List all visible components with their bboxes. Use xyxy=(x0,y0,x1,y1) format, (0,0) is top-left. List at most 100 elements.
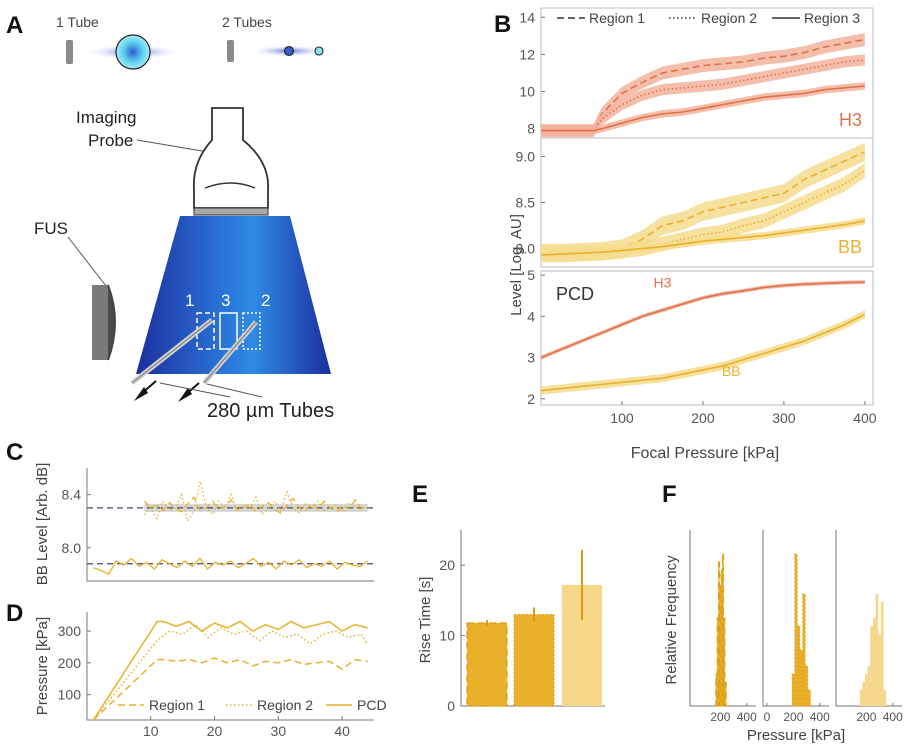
histogram-bar xyxy=(867,666,871,706)
bar xyxy=(513,613,555,707)
b-y-axis-label: Level [Log. AU] xyxy=(508,214,525,316)
panel-c: C BB Level [Arb. dB] 8.0 8.4 xyxy=(6,439,374,585)
series-line xyxy=(540,313,866,392)
series-band xyxy=(541,280,865,360)
series-line xyxy=(541,59,865,132)
probe-label-line2: Probe xyxy=(88,131,133,150)
x-tick-label: 200 xyxy=(783,710,803,724)
panel-label-a: A xyxy=(6,12,23,39)
histogram-bar xyxy=(859,690,863,706)
e-y-axis-label: Rise Time [s] xyxy=(417,577,434,664)
y-tick-label: 4 xyxy=(527,308,535,324)
x-tick-label: 30 xyxy=(271,723,287,739)
x-tick-label: 10 xyxy=(143,723,159,739)
x-tick-label: 200 xyxy=(691,410,715,426)
series-line xyxy=(540,220,866,256)
f-y-axis-label: Relative Frequency xyxy=(663,555,680,685)
legend-entry: Region 1 xyxy=(589,10,645,26)
histogram-bar xyxy=(865,674,868,706)
x-tick-label: 400 xyxy=(853,410,877,426)
histogram-bar xyxy=(870,626,873,706)
imaging-field xyxy=(136,216,331,374)
legend-entry: Region 2 xyxy=(701,10,757,26)
series-band xyxy=(541,54,865,137)
x-tick-label: 0 xyxy=(764,710,771,724)
f0-axes xyxy=(689,530,756,707)
legend-entry: PCD xyxy=(357,697,387,713)
series-line xyxy=(92,623,369,721)
histogram-bar xyxy=(804,665,809,707)
series-panel-label: H3 xyxy=(839,110,862,130)
tubes-label: 280 µm Tubes xyxy=(207,400,334,422)
tube1-label: 1 Tube xyxy=(56,14,99,30)
b-x-axis-label: Focal Pressure [kPa] xyxy=(631,445,780,462)
chart-e: Rise Time [s] 0 10 20 xyxy=(417,530,605,714)
y-tick-label: 200 xyxy=(58,655,82,671)
series-label-h3: H3 xyxy=(654,274,672,290)
histogram-bar xyxy=(872,618,876,706)
legend-entry: Region 2 xyxy=(257,697,313,713)
histogram-bar xyxy=(796,625,801,707)
y-tick-label: 100 xyxy=(58,687,82,703)
y-tick-label: 0 xyxy=(447,698,455,714)
histogram-bar xyxy=(717,561,721,707)
x-tick-label: 300 xyxy=(772,410,796,426)
y-tick-label: 10 xyxy=(519,84,535,100)
panel-d: D Pressure [kPa] 100 200 300 10 20 30 40 Region … xyxy=(6,600,387,739)
x-tick-label: 400 xyxy=(810,710,830,724)
reference-band xyxy=(144,503,368,512)
bubble-icon xyxy=(83,34,329,70)
region-2-box xyxy=(242,312,261,350)
series-line xyxy=(93,557,368,576)
panel-e: E Rise Time [s] 0 10 20 xyxy=(412,481,605,714)
histogram-bar xyxy=(883,690,887,706)
histogram-bar xyxy=(794,553,798,707)
x-tick-label: 20 xyxy=(207,723,223,739)
series-band xyxy=(541,310,865,395)
histogram-bar xyxy=(878,634,881,706)
panel-label-c: C xyxy=(6,439,23,466)
histogram-bar xyxy=(723,617,726,707)
y-tick-label: 5 xyxy=(527,267,535,283)
series-line xyxy=(92,620,368,721)
bar xyxy=(466,622,508,707)
region-3-box xyxy=(219,312,238,350)
tube2-label: 2 Tubes xyxy=(222,14,272,30)
histogram-bar xyxy=(807,689,811,707)
region-number-2: 2 xyxy=(261,291,270,310)
panel-label-f: F xyxy=(662,481,677,508)
chart-b-pcd: 2 3 4 5 100 200 300 400 PCD H3 BB xyxy=(527,267,877,426)
x-tick-label: 400 xyxy=(883,710,903,724)
y-tick-label: 8.4 xyxy=(62,487,82,503)
panel-b: B Level [Log. AU] Focal Pressure [kPa] 8… xyxy=(494,7,877,462)
x-tick-label: 40 xyxy=(334,723,350,739)
y-tick-label: 14 xyxy=(519,9,535,25)
chart-d: Pressure [kPa] 100 200 300 10 20 30 40 Region 1 R… xyxy=(34,612,387,739)
series-band xyxy=(541,33,865,138)
y-tick-label: 8 xyxy=(527,121,535,137)
y-tick-label: 9.0 xyxy=(516,148,536,164)
ultrasound-probe-icon xyxy=(192,107,269,216)
series-line xyxy=(92,657,368,721)
y-tick-label: 8.0 xyxy=(516,241,536,257)
panel-label-b: B xyxy=(494,11,511,38)
x-tick-label: 100 xyxy=(610,410,634,426)
y-tick-label: 20 xyxy=(439,557,455,573)
panel-f: F Relative Frequency Pressure [kPa] 200 400… xyxy=(662,481,903,744)
y-tick-label: 8.5 xyxy=(516,195,536,211)
series-band xyxy=(541,217,865,259)
series-panel-label: BB xyxy=(838,237,862,257)
series-line xyxy=(143,481,368,523)
panel-label-e: E xyxy=(412,481,428,508)
histogram-bar xyxy=(724,681,727,707)
y-tick-label: 300 xyxy=(58,623,82,639)
series-band xyxy=(541,142,865,263)
legend-entry: Region 3 xyxy=(804,10,860,26)
c-y-axis-label: BB Level [Arb. dB] xyxy=(34,463,51,586)
histogram-bar xyxy=(715,673,718,707)
series-line xyxy=(143,496,368,515)
histogram-bar xyxy=(875,594,879,706)
chart-b-bb: 8.0 8.5 9.0 BB xyxy=(516,137,874,268)
plot-frame xyxy=(540,270,874,406)
